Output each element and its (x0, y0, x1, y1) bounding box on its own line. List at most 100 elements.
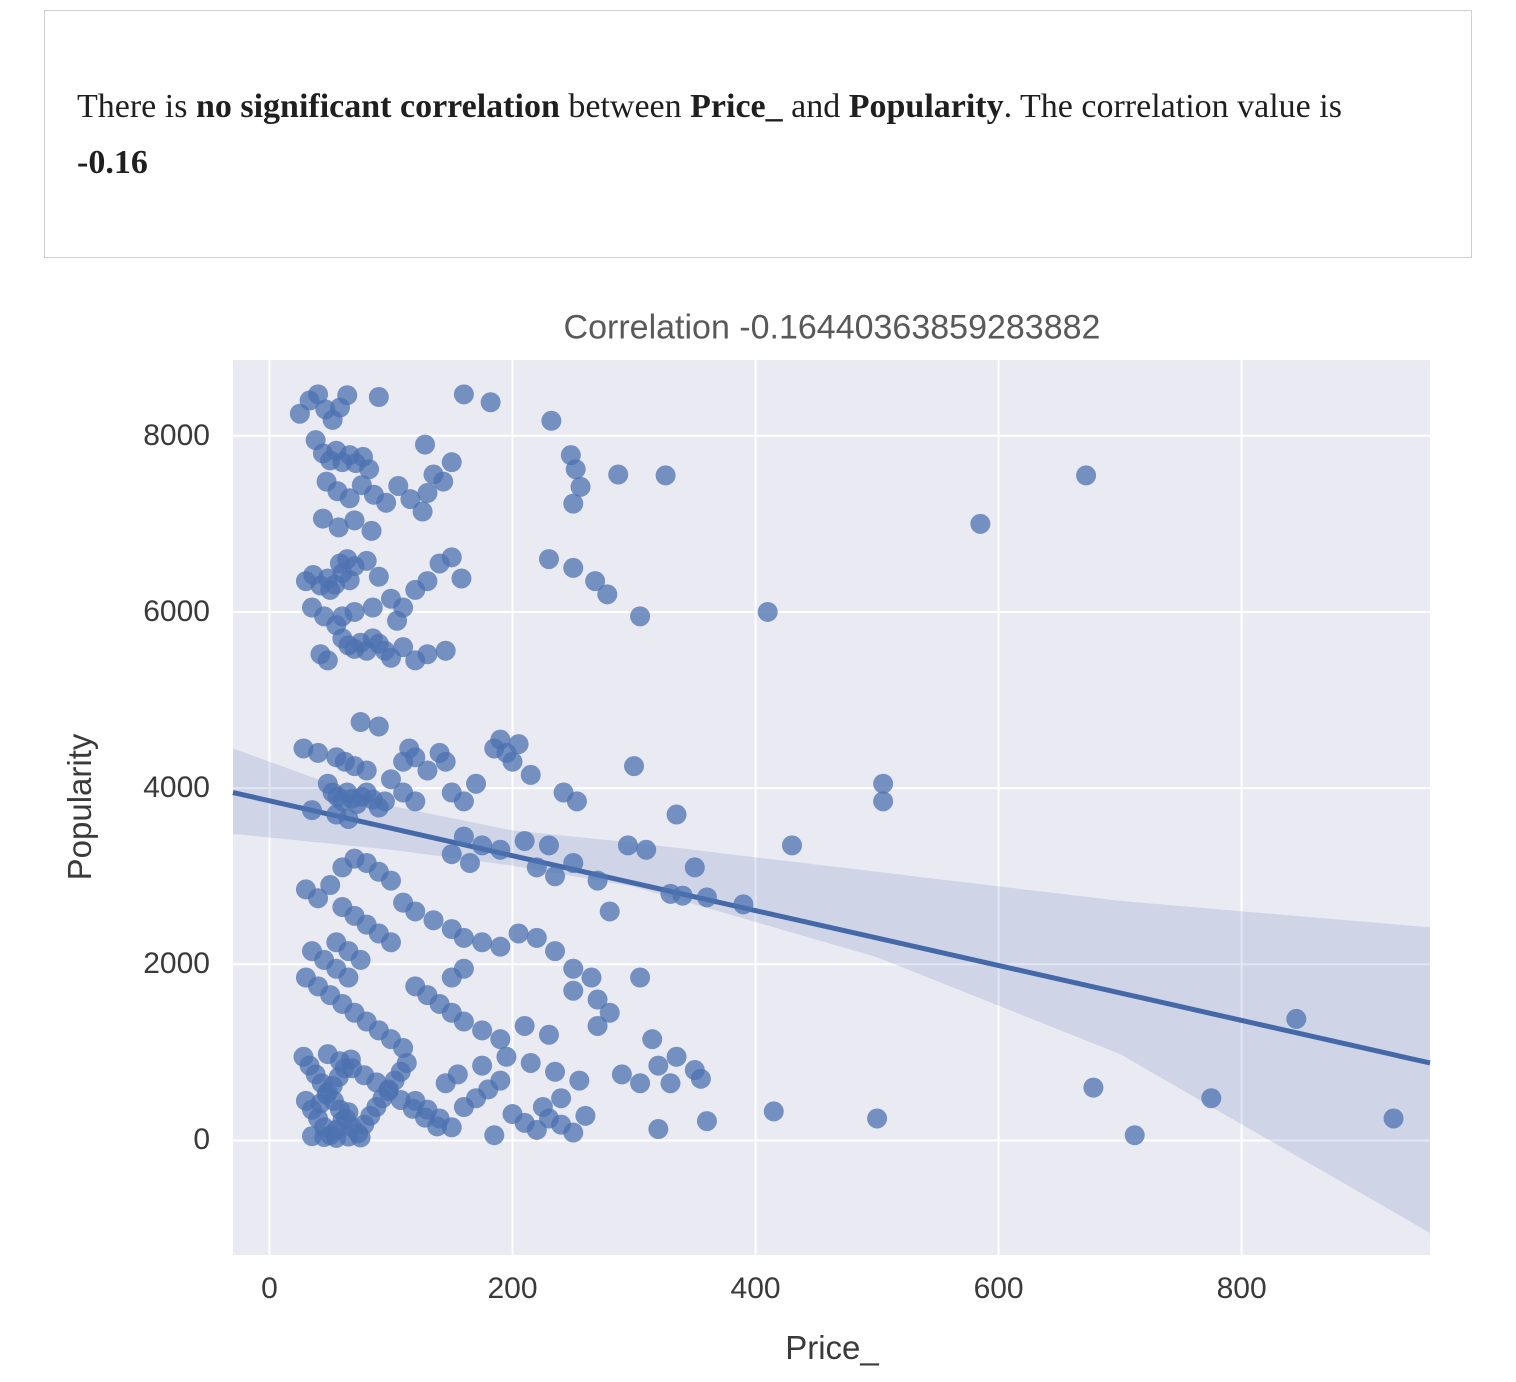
scatter-point (308, 384, 329, 405)
scatter-point (380, 769, 401, 790)
scatter-point (970, 513, 991, 534)
scatter-point (599, 901, 620, 922)
scatter-point (551, 1088, 572, 1109)
scatter-point (328, 517, 349, 538)
scatter-point (630, 606, 651, 627)
scatter-point (320, 875, 341, 896)
scatter-point (597, 584, 618, 605)
scatter-point (1286, 1008, 1307, 1029)
scatter-point (636, 839, 657, 860)
scatter-point (690, 1068, 711, 1089)
scatter-point (338, 967, 359, 988)
scatter-point (502, 751, 523, 772)
scatter-point (380, 870, 401, 891)
scatter-point (587, 1015, 608, 1036)
scatter-point (563, 980, 584, 1001)
summary-text-segment: and (782, 88, 849, 125)
scatter-point (1083, 1077, 1104, 1098)
scatter-point (532, 1097, 553, 1118)
y-tick-label: 2000 (143, 947, 210, 981)
scatter-point (338, 1102, 359, 1123)
scatter-point (359, 459, 380, 480)
x-tick-label: 200 (487, 1272, 538, 1305)
scatter-point (520, 1052, 541, 1073)
scatter-point (451, 568, 472, 589)
y-tick-label: 0 (193, 1123, 210, 1157)
x-axis-label: Price_ (785, 1329, 879, 1366)
scatter-point (320, 579, 341, 600)
scatter-point (630, 1073, 651, 1094)
scatter-point (1124, 1125, 1145, 1146)
scatter-point (350, 949, 371, 970)
scatter-point (396, 1052, 417, 1073)
scatter-point (417, 483, 438, 504)
scatter-point (380, 932, 401, 953)
y-tick-label: 8000 (143, 418, 210, 452)
scatter-point (538, 835, 559, 856)
scatter-point (563, 852, 584, 873)
correlation-summary-card: There is no significant correlation betw… (44, 10, 1472, 258)
scatter-point (453, 927, 474, 948)
scatter-point (514, 1015, 535, 1036)
scatter-point (427, 1116, 448, 1137)
scatter-point (312, 508, 333, 529)
scatter-point (405, 747, 426, 768)
scatter-point (317, 650, 338, 671)
scatter-point (666, 1046, 687, 1067)
scatter-point (361, 520, 382, 541)
scatter-point (642, 1029, 663, 1050)
scatter-point (569, 1070, 590, 1091)
scatter-point (508, 734, 529, 755)
scatter-point (655, 465, 676, 486)
scatter-point (526, 927, 547, 948)
scatter-point (472, 1020, 493, 1041)
scatter-point (308, 888, 329, 909)
scatter-point (538, 549, 559, 570)
scatter-point (585, 571, 606, 592)
scatter-point (873, 773, 894, 794)
scatter-point (417, 644, 438, 665)
scatter-point (660, 1073, 681, 1094)
scatter-point (301, 941, 322, 962)
scatter-point (538, 1024, 559, 1045)
scatter-point (374, 791, 395, 812)
scatter-point (368, 716, 389, 737)
scatter-point (423, 910, 444, 931)
scatter-point (575, 1105, 596, 1126)
scatter-point (339, 488, 360, 509)
scatter-point (733, 894, 754, 915)
scatter-plot (232, 360, 1431, 1255)
scatter-point (1383, 1108, 1404, 1129)
scatter-point (405, 901, 426, 922)
chart-title: Correlation -0.16440363859283882 (563, 308, 1101, 347)
scatter-point (1201, 1088, 1222, 1109)
scatter-point (356, 760, 377, 781)
scatter-point (417, 571, 438, 592)
scatter-point (400, 489, 421, 510)
scatter-point (376, 492, 397, 513)
scatter-point (441, 452, 462, 473)
scatter-point (696, 887, 717, 908)
scatter-point (490, 936, 511, 957)
scatter-point (472, 1055, 493, 1076)
x-tick-label: 0 (261, 1272, 278, 1305)
scatter-point (763, 1101, 784, 1122)
scatter-point (480, 392, 501, 413)
summary-bold-segment: no significant correlation (195, 88, 560, 125)
scatter-point (301, 800, 322, 821)
scatter-point (435, 640, 456, 661)
scatter-point (417, 760, 438, 781)
scatter-point (433, 471, 454, 492)
y-tick-label: 4000 (143, 771, 210, 805)
scatter-point (563, 557, 584, 578)
scatter-point (570, 476, 591, 497)
scatter-point (541, 410, 562, 431)
scatter-point (581, 967, 602, 988)
scatter-point (566, 791, 587, 812)
scatter-point (545, 1061, 566, 1082)
scatter-point (337, 385, 358, 406)
scatter-point (472, 932, 493, 953)
scatter-point (684, 857, 705, 878)
scatter-point (648, 1119, 669, 1140)
scatter-point (496, 1046, 517, 1067)
